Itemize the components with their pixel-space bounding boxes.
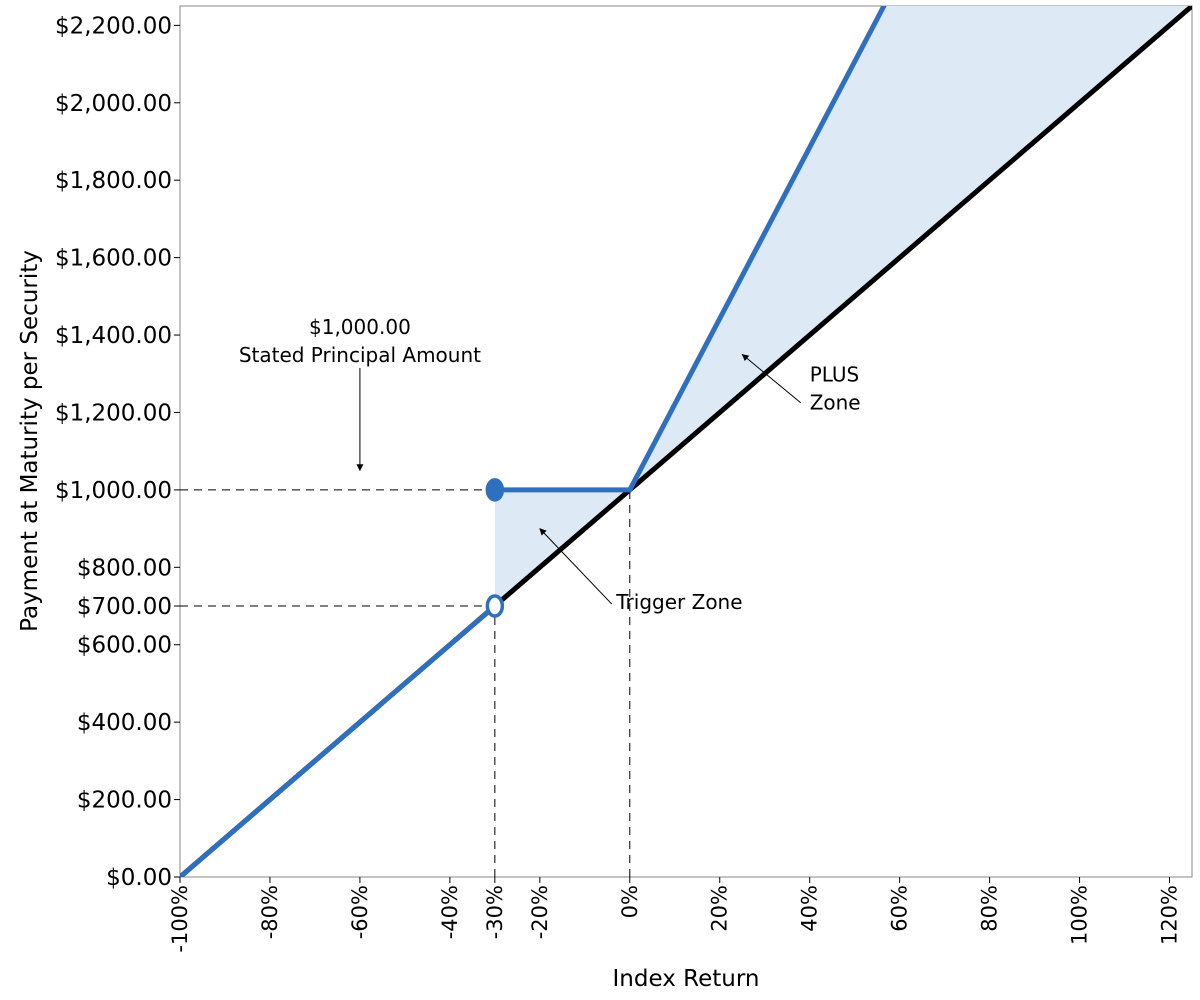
x-tick-label: -20% [528,885,552,939]
x-axis-title: Index Return [613,966,760,992]
annotation-text-0-0: $1,000.00 [309,315,411,339]
y-tick-label: $1,400.00 [55,323,172,349]
x-tick-label: 60% [888,885,912,932]
open-marker-1 [485,594,505,618]
payoff-segment-2 [627,6,887,493]
y-tick-label: $2,000.00 [55,91,172,117]
x-tick-label: -80% [258,885,282,939]
y-tick-label: $1,800.00 [55,168,172,194]
y-tick-label: $2,200.00 [55,13,172,39]
annotation-text-2-1: Zone [810,390,861,414]
x-tick-label: 20% [708,885,732,932]
annotation-text-2-0: PLUS [810,362,860,386]
y-tick-label: $1,600.00 [55,246,172,272]
x-tick-label: 80% [978,885,1002,932]
annotation-text-0-1: Stated Principal Amount [239,343,481,367]
annotation-arrow-1 [539,528,613,605]
x-tick-label: -60% [348,885,372,939]
x-tick-label: 40% [798,885,822,932]
y-tick-label: $600.00 [77,633,172,659]
x-tick-label: 0% [618,885,642,918]
y-tick-label: $1,000.00 [55,478,172,504]
x-tick-label: 100% [1068,885,1092,945]
y-tick-label: $400.00 [77,710,172,736]
x-tick-label: 120% [1158,885,1182,945]
x-tick-label: -40% [438,885,462,939]
y-axis-title: Payment at Maturity per Security [17,250,43,632]
x-tick-label: -100% [168,885,192,953]
y-tick-label: $1,200.00 [55,400,172,426]
y-tick-label: $700.00 [77,594,172,620]
y-tick-label: $200.00 [77,788,172,814]
y-tick-label: $0.00 [106,865,172,891]
filled-marker-0 [485,478,505,502]
y-tick-label: $800.00 [77,555,172,581]
x-tick-label: -30% [483,885,507,939]
annotation-arrow-2 [741,353,802,404]
annotation-text-1-0: Trigger Zone [615,590,742,614]
payoff-segment-0 [180,603,498,877]
